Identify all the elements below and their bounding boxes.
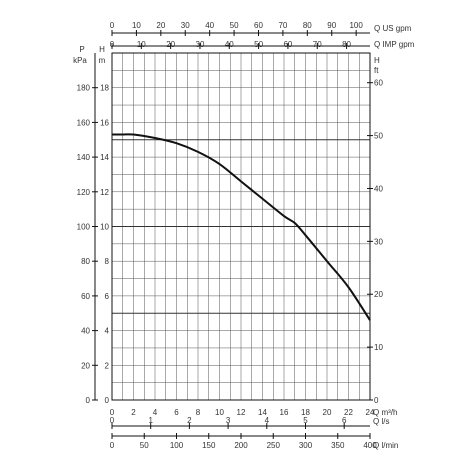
q-m3h-tick-label: 14 xyxy=(258,408,267,417)
q-lmin-tick-label: 400 xyxy=(363,441,377,450)
p-kpa-tick-label: 40 xyxy=(81,327,90,336)
h-ft-tick-label: 10 xyxy=(374,343,383,352)
h-m-axis-title: H xyxy=(99,45,105,54)
h-m-tick-label: 2 xyxy=(105,361,110,370)
q-lmin-axis-title: Q l/min xyxy=(373,441,398,450)
axes xyxy=(92,30,373,439)
p-axis-title: P xyxy=(79,45,84,54)
q-lmin-tick-label: 250 xyxy=(267,441,281,450)
imp-gpm-tick-label: 30 xyxy=(196,40,205,49)
h-ft-tick-label: 30 xyxy=(374,237,383,246)
q-m3h-tick-label: 12 xyxy=(237,408,246,417)
plot-frame xyxy=(111,52,371,401)
q-m3h-axis-title: Q m³/h xyxy=(373,408,397,417)
pump-performance-curve xyxy=(112,133,371,321)
q-lmin-tick-label: 0 xyxy=(110,441,115,450)
us-gpm-tick-label: 100 xyxy=(349,21,363,30)
us-gpm-tick-label: 90 xyxy=(327,21,336,30)
h-m-tick-label: 0 xyxy=(105,396,110,405)
q-m3h-tick-label: 24 xyxy=(366,408,375,417)
q-ls-tick-label: 1 xyxy=(148,416,153,425)
grid xyxy=(111,52,371,401)
p-kpa-tick-label: 0 xyxy=(86,396,91,405)
q-ls-axis-title: Q l/s xyxy=(373,417,389,426)
h-ft-tick-label: 50 xyxy=(374,132,383,141)
p-kpa-tick-label: 100 xyxy=(77,223,91,232)
q-ls-tick-label: 6 xyxy=(342,416,347,425)
us-gpm-tick-label: 30 xyxy=(181,21,190,30)
q-m3h-tick-label: 4 xyxy=(153,408,158,417)
h-ft-tick-label: 20 xyxy=(374,290,383,299)
h-ft-axis-unit: ft xyxy=(374,66,379,75)
q-ls-tick-label: 3 xyxy=(226,416,231,425)
us-gpm-tick-label: 60 xyxy=(254,21,263,30)
p-kpa-tick-label: 160 xyxy=(77,118,91,127)
h-ft-tick-label: 40 xyxy=(374,184,383,193)
h-m-tick-label: 4 xyxy=(105,327,110,336)
q-m3h-tick-label: 20 xyxy=(323,408,332,417)
h-m-tick-label: 8 xyxy=(105,257,110,266)
q-m3h-tick-label: 0 xyxy=(110,408,115,417)
us-gpm-tick-label: 80 xyxy=(303,21,312,30)
q-m3h-tick-label: 8 xyxy=(196,408,201,417)
q-ls-tick-label: 0 xyxy=(110,416,115,425)
h-ft-tick-label: 60 xyxy=(374,79,383,88)
imp-gpm-tick-label: 10 xyxy=(137,40,146,49)
imp-gpm-tick-label: 60 xyxy=(283,40,292,49)
h-ft-tick-label: 0 xyxy=(374,396,379,405)
q-lmin-tick-label: 100 xyxy=(170,441,184,450)
q-lmin-tick-label: 200 xyxy=(234,441,248,450)
h-ft-axis-title: H xyxy=(374,56,380,65)
q-ls-tick-label: 2 xyxy=(187,416,192,425)
h-m-tick-label: 14 xyxy=(100,153,109,162)
imp-gpm-tick-label: 40 xyxy=(225,40,234,49)
p-kpa-tick-label: 120 xyxy=(77,188,91,197)
q-m3h-tick-label: 16 xyxy=(280,408,289,417)
p-axis-unit: kPa xyxy=(73,56,87,65)
imp-gpm-tick-label: 0 xyxy=(110,40,115,49)
imp-gpm-tick-label: 20 xyxy=(166,40,175,49)
q-m3h-tick-label: 18 xyxy=(301,408,310,417)
p-kpa-tick-label: 20 xyxy=(81,361,90,370)
p-kpa-tick-label: 60 xyxy=(81,292,90,301)
q-m3h-tick-label: 6 xyxy=(174,408,179,417)
p-kpa-tick-label: 80 xyxy=(81,257,90,266)
q-ls-tick-label: 4 xyxy=(265,416,270,425)
q-m3h-tick-label: 10 xyxy=(215,408,224,417)
us-gpm-tick-label: 20 xyxy=(156,21,165,30)
imp-gpm-tick-label: 50 xyxy=(254,40,263,49)
q-m3h-tick-label: 22 xyxy=(344,408,353,417)
h-m-tick-label: 18 xyxy=(100,84,109,93)
us-gpm-tick-label: 50 xyxy=(230,21,239,30)
q-lmin-tick-label: 300 xyxy=(299,441,313,450)
q-lmin-tick-label: 50 xyxy=(140,441,149,450)
us-gpm-axis-title: Q US gpm xyxy=(374,24,412,33)
us-gpm-tick-label: 40 xyxy=(205,21,214,30)
p-kpa-tick-label: 140 xyxy=(77,153,91,162)
us-gpm-tick-label: 10 xyxy=(132,21,141,30)
q-lmin-tick-label: 350 xyxy=(331,441,345,450)
h-m-tick-label: 6 xyxy=(105,292,110,301)
q-m3h-tick-label: 2 xyxy=(131,408,136,417)
h-m-tick-label: 12 xyxy=(100,188,109,197)
imp-gpm-tick-label: 70 xyxy=(313,40,322,49)
q-lmin-tick-label: 150 xyxy=(202,441,216,450)
h-m-tick-label: 16 xyxy=(100,118,109,127)
q-ls-tick-label: 5 xyxy=(303,416,308,425)
p-kpa-tick-label: 180 xyxy=(77,84,91,93)
h-m-axis-unit: m xyxy=(99,56,106,65)
imp-gpm-axis-title: Q IMP gpm xyxy=(374,40,415,49)
us-gpm-tick-label: 70 xyxy=(278,21,287,30)
series-layer xyxy=(112,133,371,321)
h-m-tick-label: 10 xyxy=(100,223,109,232)
us-gpm-tick-label: 0 xyxy=(110,21,115,30)
imp-gpm-tick-label: 80 xyxy=(342,40,351,49)
